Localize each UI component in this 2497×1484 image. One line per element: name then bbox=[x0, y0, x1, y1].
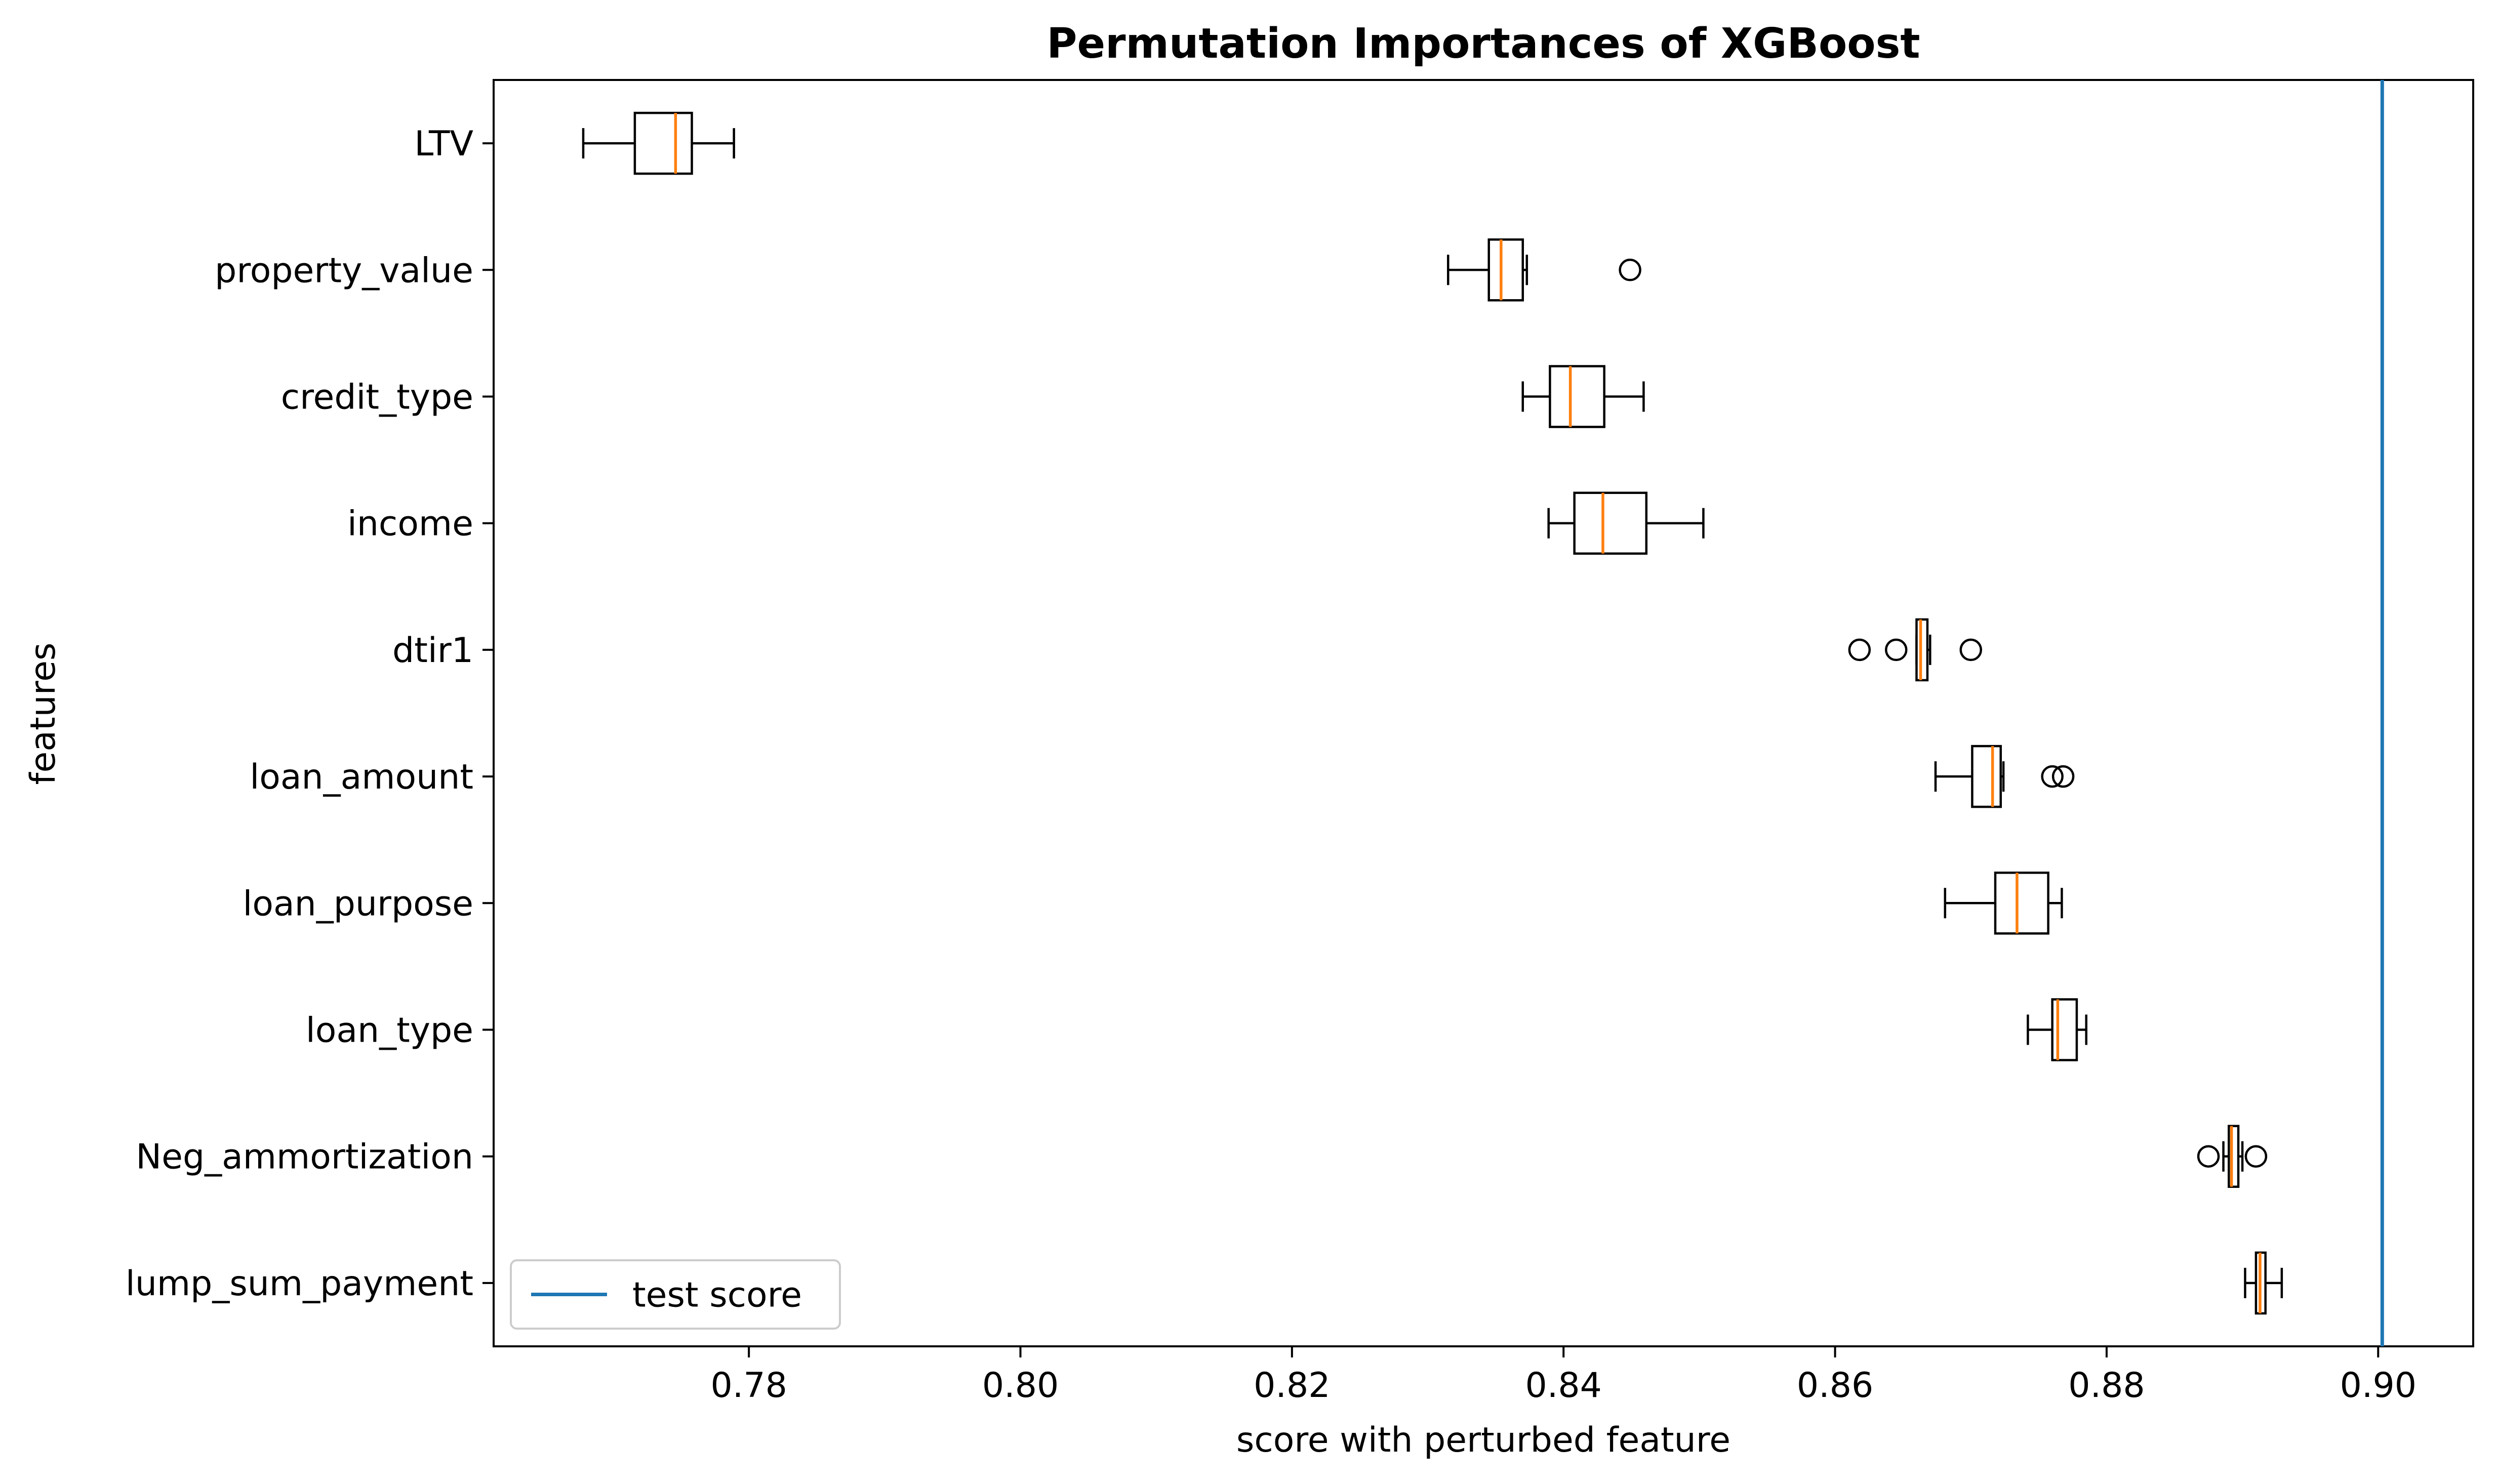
y-axis-label: features bbox=[23, 643, 63, 785]
box-group bbox=[1944, 872, 2063, 935]
box-group bbox=[1848, 618, 1983, 682]
box-group bbox=[2197, 1125, 2268, 1188]
iqr-box bbox=[1487, 238, 1524, 302]
box-group bbox=[1447, 238, 1641, 302]
legend-label: test score bbox=[632, 1275, 802, 1315]
outlier-point bbox=[2244, 1145, 2268, 1168]
iqr-box bbox=[1994, 872, 2049, 935]
x-tick-label: 0.82 bbox=[1254, 1366, 1330, 1406]
y-tick-label: dtir1 bbox=[392, 631, 473, 671]
y-tick-label: Neg_ammortization bbox=[136, 1137, 473, 1177]
iqr-box bbox=[2051, 998, 2078, 1061]
y-tick-label: credit_type bbox=[281, 378, 473, 418]
y-tick-label: property_value bbox=[215, 251, 473, 291]
outlier-point bbox=[1959, 638, 1983, 662]
outlier-point bbox=[1848, 638, 1871, 662]
y-tick-label: loan_purpose bbox=[243, 884, 473, 924]
box-group bbox=[2027, 998, 2087, 1061]
plot-area: 0.78 0.80 0.82 0.84 0.86 0.88 0.90 LTV property_… bbox=[126, 79, 2474, 1406]
iqr-box bbox=[633, 111, 693, 175]
iqr-box bbox=[1549, 365, 1605, 428]
x-tick-label: 0.84 bbox=[1525, 1366, 1602, 1406]
y-tick-label: lump_sum_payment bbox=[126, 1264, 473, 1304]
box-group bbox=[1934, 745, 2075, 808]
y-tick-label: income bbox=[347, 504, 473, 544]
iqr-box bbox=[1971, 745, 2002, 808]
x-tick-label: 0.88 bbox=[2068, 1366, 2145, 1406]
box-group bbox=[1521, 365, 1645, 428]
outlier-point bbox=[1885, 638, 1908, 662]
legend-box bbox=[510, 1259, 841, 1330]
outlier-point bbox=[1619, 259, 1641, 281]
plot-frame bbox=[493, 79, 2474, 1347]
box-group bbox=[1547, 491, 1705, 555]
x-axis-label: score with perturbed feature bbox=[1236, 1420, 1730, 1460]
outlier-point bbox=[2197, 1145, 2220, 1168]
x-tick-label: 0.80 bbox=[982, 1366, 1059, 1406]
box-group bbox=[2244, 1251, 2283, 1315]
x-tick-label: 0.86 bbox=[1797, 1366, 1873, 1406]
box-group bbox=[582, 111, 735, 175]
x-tick-label: 0.90 bbox=[2340, 1366, 2417, 1406]
y-tick-label: loan_amount bbox=[250, 757, 473, 797]
y-tick-label: loan_type bbox=[306, 1011, 473, 1051]
legend: test score bbox=[510, 1259, 841, 1330]
outlier-point bbox=[2051, 765, 2075, 788]
y-tick-label: LTV bbox=[414, 124, 473, 164]
iqr-box bbox=[1573, 491, 1648, 555]
outlier-point bbox=[2041, 765, 2064, 788]
x-tick-label: 0.78 bbox=[710, 1366, 787, 1406]
chart-title: Permutation Importances of XGBoost bbox=[1046, 20, 1920, 68]
